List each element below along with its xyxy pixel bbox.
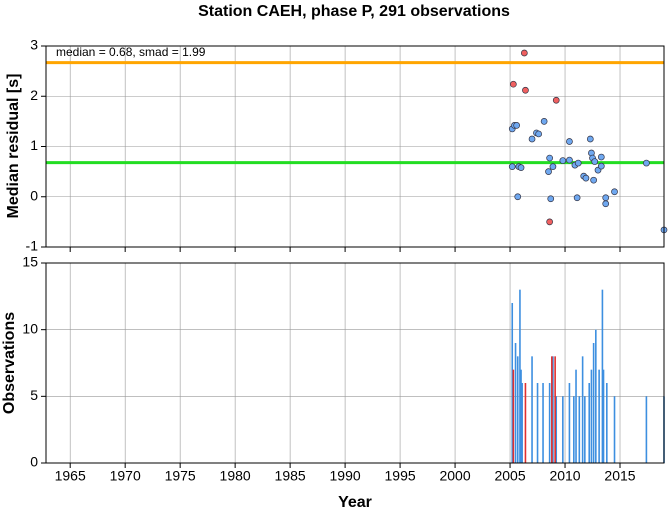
bar	[588, 383, 591, 463]
point	[611, 188, 618, 196]
point	[643, 159, 650, 167]
point	[559, 157, 567, 164]
bar	[602, 369, 605, 463]
y-tick-label: -1	[26, 238, 39, 254]
point	[535, 130, 542, 138]
point	[566, 156, 573, 164]
x-tick-label: 1965	[55, 468, 86, 484]
bar	[573, 396, 575, 463]
bar	[552, 356, 554, 463]
bar	[595, 329, 597, 463]
point	[566, 138, 573, 145]
point	[546, 218, 553, 226]
point	[545, 168, 552, 175]
bar	[581, 356, 584, 463]
point	[552, 96, 560, 104]
y-tick-label: 10	[22, 320, 38, 336]
y-tick-label: 3	[30, 37, 38, 53]
bar	[521, 383, 523, 463]
x-tick-label: 1975	[165, 468, 196, 484]
point	[597, 153, 605, 161]
point	[517, 164, 525, 171]
y-tick-label: 0	[30, 187, 38, 203]
bar	[554, 356, 556, 463]
point	[549, 163, 557, 170]
bar	[606, 383, 608, 463]
point	[508, 163, 516, 170]
x-tick-label: 2015	[604, 468, 635, 484]
point	[547, 195, 555, 203]
plot-frame	[45, 45, 665, 248]
point	[590, 176, 597, 184]
point	[602, 194, 610, 202]
bar	[645, 396, 648, 463]
bar	[575, 369, 577, 463]
bar	[555, 396, 558, 463]
bar	[613, 396, 616, 463]
point	[514, 193, 522, 201]
y-axis-label: Observations	[1, 312, 18, 414]
bar	[590, 369, 593, 463]
y-tick-label: 2	[30, 87, 38, 103]
bar	[568, 383, 571, 463]
x-tick-label: 1990	[330, 468, 361, 484]
bar	[514, 343, 517, 463]
bar	[562, 396, 564, 463]
point	[540, 118, 548, 125]
bar	[542, 383, 544, 463]
bar	[598, 369, 600, 463]
point	[546, 154, 553, 162]
x-tick-label: 2000	[439, 468, 470, 484]
bar	[512, 369, 515, 463]
x-tick-label: 2010	[549, 468, 580, 484]
y-tick-label: 15	[22, 254, 38, 270]
point	[528, 135, 536, 143]
point	[574, 159, 582, 167]
y-tick-label: 5	[30, 387, 38, 403]
x-tick-label: 2005	[494, 468, 525, 484]
bar	[548, 383, 551, 463]
point	[522, 86, 529, 94]
plot-frame	[45, 262, 665, 464]
point	[602, 200, 610, 208]
bar	[592, 343, 595, 463]
point	[573, 194, 581, 202]
point	[591, 158, 599, 165]
chart-title: Station CAEH, phase P, 291 observations	[198, 3, 510, 20]
bar	[524, 383, 527, 463]
bar	[536, 383, 539, 463]
point	[597, 162, 605, 170]
bar	[520, 369, 522, 463]
bar	[511, 303, 514, 463]
point	[582, 174, 590, 182]
x-tick-label: 1980	[220, 468, 251, 484]
bar	[551, 356, 553, 463]
x-tick-label: 1995	[385, 468, 416, 484]
y-tick-label: 1	[30, 137, 38, 153]
x-tick-label: 1985	[275, 468, 306, 484]
y-axis-label: Median residual [s]	[5, 74, 22, 219]
bar	[578, 396, 581, 463]
y-tick-label: 0	[30, 454, 38, 470]
x-axis-label: Year	[338, 494, 372, 511]
bar	[601, 289, 604, 463]
x-tick-label: 1970	[110, 468, 141, 484]
point	[513, 122, 520, 129]
point	[520, 49, 528, 57]
bar	[516, 356, 519, 463]
bar	[519, 289, 521, 463]
bar	[531, 356, 533, 463]
point	[586, 135, 594, 143]
bar	[584, 396, 586, 463]
point	[509, 80, 517, 88]
annotation: median = 0.68, smad = 1.99	[56, 45, 206, 59]
